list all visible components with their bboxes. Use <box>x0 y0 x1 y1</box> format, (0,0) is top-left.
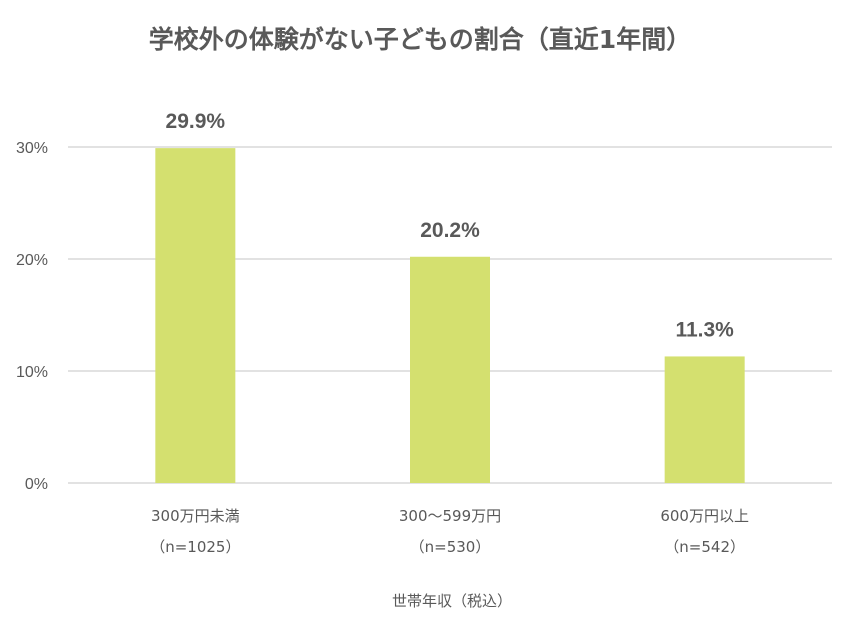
y-tick-label: 30% <box>16 140 48 157</box>
data-label: 11.3% <box>675 318 734 341</box>
y-tick-label: 0% <box>25 476 48 493</box>
chart-title: 学校外の体験がない子どもの割合（直近1年間） <box>149 25 691 54</box>
x-tick-sample-size: （n=542） <box>664 538 745 556</box>
bars <box>155 148 745 483</box>
data-label: 29.9% <box>166 110 226 133</box>
x-axis-title: 世帯年収（税込） <box>392 592 512 610</box>
labels: 0% 10% 20% 30% 29.9% 300万円未満 （n=1025） 20.2% 300～… <box>16 110 749 556</box>
bar-1 <box>155 148 236 483</box>
x-tick-sample-size: （n=1025） <box>150 538 240 556</box>
bar-2 <box>410 256 490 483</box>
x-tick-label: 300～599万円 <box>399 507 501 525</box>
x-tick-label: 600万円以上 <box>660 507 749 525</box>
bar-3 <box>664 356 745 483</box>
data-label: 20.2% <box>420 219 480 242</box>
y-tick-label: 20% <box>16 252 48 269</box>
x-tick-label: 300万円未満 <box>151 507 240 525</box>
x-tick-sample-size: （n=530） <box>410 538 491 556</box>
y-tick-label: 10% <box>16 364 48 381</box>
